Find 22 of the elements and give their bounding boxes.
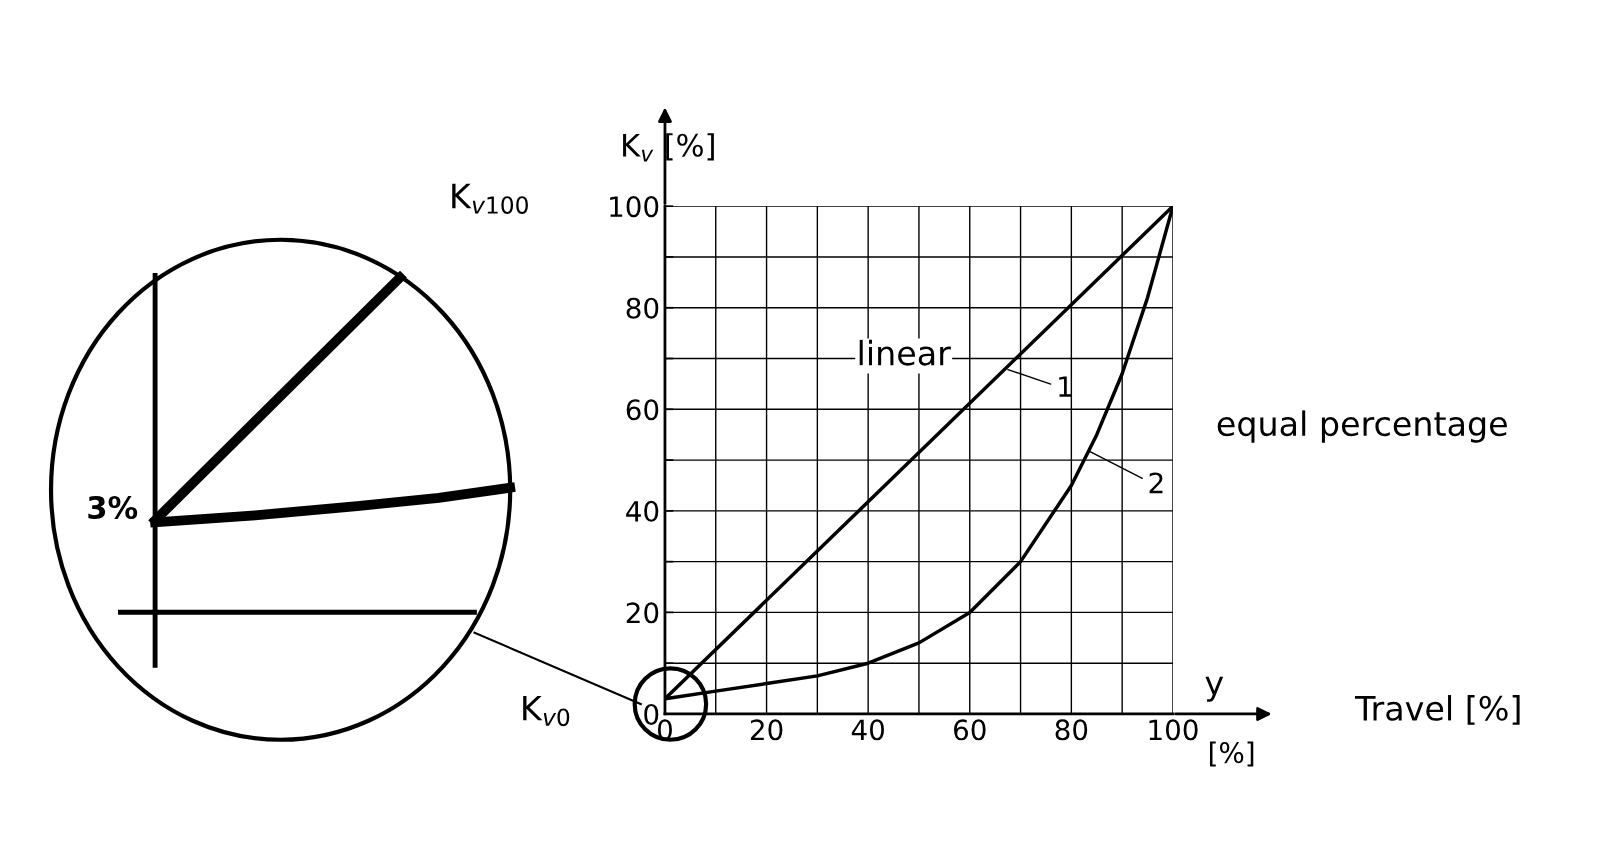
y-tick-label: 80 — [626, 297, 659, 319]
x-tick-label: 60 — [954, 719, 986, 741]
x-tick-label: 20 — [750, 719, 783, 741]
y-tick-label: 0 — [644, 703, 659, 725]
text: [%] — [1209, 741, 1254, 767]
text: 3% — [88, 495, 138, 520]
text: equal percentage — [1217, 410, 1507, 443]
x-tick-label: 80 — [1055, 719, 1088, 741]
y-axis-title: K$_{v}$ [%] — [623, 133, 714, 162]
annotation: linear — [859, 339, 951, 366]
y-tick-label: 40 — [626, 500, 659, 522]
legend-label: 1 — [1059, 376, 1072, 397]
y-tick-label: 20 — [626, 602, 659, 624]
text: K$_{v0}$ — [523, 696, 570, 727]
y-tick-label: 100 — [610, 196, 659, 218]
x-tick-label: 100 — [1149, 719, 1198, 741]
y-tick-label: 60 — [626, 399, 659, 421]
x-tick-label: 40 — [851, 719, 884, 741]
text: K$_{v100}$ — [452, 183, 528, 214]
text: Travel [%] — [1355, 695, 1520, 725]
text: y — [1205, 676, 1224, 702]
legend-label: 2 — [1149, 472, 1163, 494]
